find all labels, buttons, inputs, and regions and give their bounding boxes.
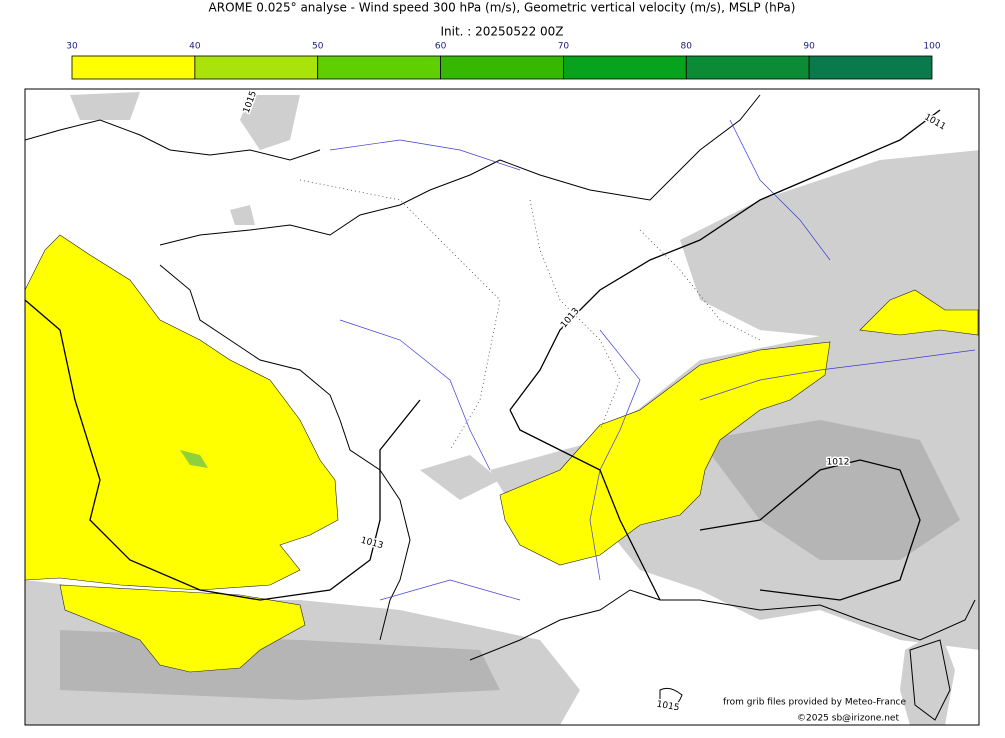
map-frame: [24, 88, 980, 726]
isobar-label: 1012: [827, 458, 850, 468]
coastlines: [25, 94, 976, 721]
title: AROME 0.025° analyse - Wind speed 300 hP…: [209, 1, 796, 15]
borders: [299, 179, 761, 451]
subtitle: Init. : 20250522 00Z: [440, 25, 563, 39]
colorbar-tick-label: 90: [803, 42, 815, 52]
colorbar-tick-label: 40: [189, 42, 201, 52]
colorbar: 30 40 50 60 70 80 90 100: [66, 42, 941, 80]
colorbar-tick-label: 70: [558, 42, 570, 52]
colorbar-tick-label: 100: [923, 42, 940, 52]
colorbar-tick-label: 50: [312, 42, 324, 52]
colorbar-segment: [194, 55, 319, 80]
colorbar-tick-label: 60: [435, 42, 447, 52]
colorbar-segment: [317, 55, 441, 80]
isobars: [25, 109, 941, 601]
wind-speed-fill: [25, 234, 979, 673]
colorbar-tick-label: 30: [66, 42, 78, 52]
colorbar-segment: [71, 55, 196, 80]
credit-author: ©2025 sb@irizone.net: [797, 714, 899, 724]
rivers: [329, 119, 976, 601]
credit-source: from grib files provided by Meteo-France: [723, 698, 906, 708]
colorbar-segment: [563, 55, 687, 80]
colorbar-segment: [440, 55, 564, 80]
colorbar-segment: [808, 55, 933, 80]
wind-speed-fill-40: [180, 450, 208, 468]
colorbar-tick-label: 80: [681, 42, 693, 52]
colorbar-segment: [685, 55, 810, 80]
